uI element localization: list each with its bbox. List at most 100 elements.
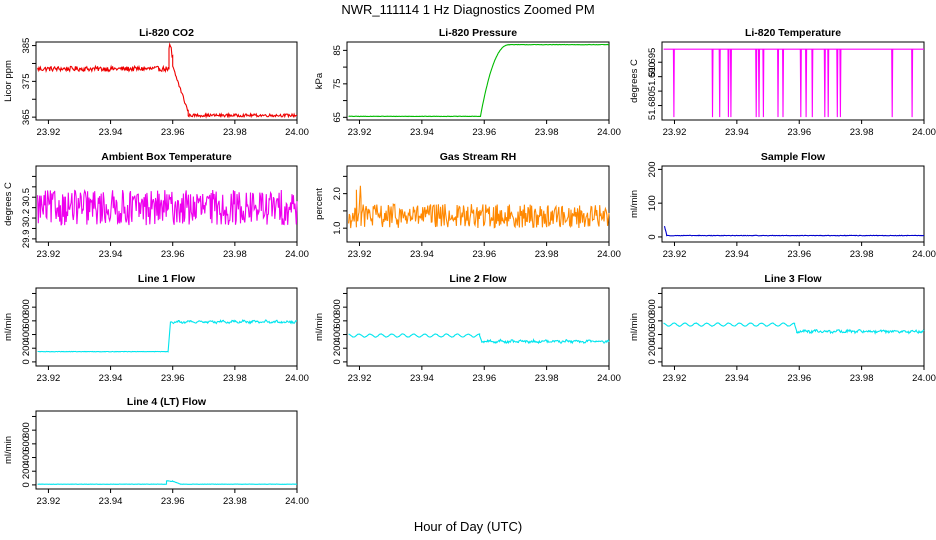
x-tick-label: 23.98	[850, 373, 874, 384]
y-tick-label: 800	[21, 422, 32, 438]
y-tick-label: 0	[332, 359, 343, 364]
y-tick-label: 365	[21, 109, 32, 125]
y-tick-label: 51.680	[647, 91, 658, 120]
plot-frame	[661, 41, 925, 121]
x-tick-label: 23.98	[535, 127, 559, 138]
y-tick-label: 200	[21, 463, 32, 479]
panel-5: Gas Stream RH 23.92 23.94 23.96 23.98 24.00 1.…	[314, 151, 621, 260]
x-tick-label: 23.98	[223, 127, 247, 138]
x-tick-label: 23.94	[99, 249, 123, 260]
y-tick-label: 65	[332, 112, 343, 123]
plot-frame	[346, 287, 610, 367]
series-line	[37, 319, 298, 353]
panel-8: Line 2 Flow 23.92 23.94 23.96 23.98 24.00 0 200…	[314, 273, 621, 384]
y-axis-label: ml/min	[629, 313, 640, 341]
y-tick-label: 1.0	[332, 222, 343, 235]
y-tick-label: 800	[21, 299, 32, 315]
panel-2: Li-820 Pressure 23.92 23.94 23.96 23.98 24.00…	[314, 27, 621, 138]
x-tick-label: 23.96	[472, 249, 496, 260]
x-tick-label: 23.96	[787, 249, 811, 260]
panel-6: Sample Flow 23.92 23.94 23.96 23.98 24.00 0 100…	[629, 151, 936, 260]
x-tick-label: 24.00	[597, 373, 621, 384]
y-tick-label: 400	[332, 327, 343, 343]
series-line	[663, 225, 924, 237]
x-tick-label: 23.92	[663, 373, 687, 384]
y-tick-label: 2.0	[332, 187, 343, 200]
x-tick-label: 24.00	[912, 373, 936, 384]
x-tick-label: 23.96	[161, 373, 185, 384]
y-tick-label: 400	[647, 327, 658, 343]
y-tick-label: 200	[647, 340, 658, 356]
x-tick-label: 23.92	[348, 249, 372, 260]
plot-frame	[35, 287, 298, 367]
y-tick-label: 385	[21, 38, 32, 54]
x-tick-label: 23.92	[37, 249, 61, 260]
series-line	[37, 42, 298, 119]
x-tick-label: 23.94	[99, 496, 123, 507]
x-axis-title: Hour of Day (UTC)	[414, 519, 522, 534]
x-tick-label: 23.94	[410, 249, 434, 260]
y-tick-label: 30.2	[21, 209, 32, 228]
x-tick-label: 23.98	[535, 249, 559, 260]
x-tick-label: 23.96	[161, 249, 185, 260]
y-tick-label: 600	[647, 313, 658, 329]
plot-frame	[35, 410, 298, 490]
panel-title: Li-820 Pressure	[439, 27, 517, 39]
x-tick-label: 23.96	[161, 496, 185, 507]
x-tick-label: 23.92	[37, 373, 61, 384]
panel-title: Li-820 CO2	[139, 27, 194, 39]
x-tick-label: 24.00	[285, 373, 309, 384]
y-tick-label: 800	[647, 299, 658, 315]
panel-title: Line 1 Flow	[138, 273, 196, 285]
x-tick-label: 24.00	[597, 127, 621, 138]
panel-10: Line 4 (LT) Flow 23.92 23.94 23.96 23.98 24.0…	[3, 396, 309, 507]
x-tick-label: 23.96	[787, 127, 811, 138]
x-tick-label: 23.94	[410, 127, 434, 138]
y-axis-label: ml/min	[3, 436, 14, 464]
y-tick-label: 200	[21, 340, 32, 356]
x-tick-label: 23.94	[725, 249, 749, 260]
y-tick-label: 75	[332, 79, 343, 90]
x-tick-label: 23.92	[348, 127, 372, 138]
x-tick-label: 24.00	[912, 127, 936, 138]
panel-title: Gas Stream RH	[440, 151, 516, 163]
x-tick-label: 23.96	[472, 373, 496, 384]
x-tick-label: 23.98	[223, 373, 247, 384]
y-tick-label: 0	[647, 359, 658, 364]
y-tick-label: 51.695	[647, 48, 658, 77]
series-line	[348, 43, 609, 118]
x-tick-label: 23.98	[223, 249, 247, 260]
x-tick-label: 24.00	[597, 249, 621, 260]
plot-frame	[35, 41, 298, 121]
x-tick-label: 23.98	[223, 496, 247, 507]
x-tick-label: 23.98	[850, 127, 874, 138]
series-line	[348, 333, 610, 345]
y-tick-label: 30.5	[21, 188, 32, 207]
x-tick-label: 24.00	[285, 496, 309, 507]
y-tick-label: 400	[21, 450, 32, 466]
x-tick-label: 24.00	[912, 249, 936, 260]
figure-title: NWR_111114 1 Hz Diagnostics Zoomed PM	[341, 2, 594, 17]
panel-7: Line 1 Flow 23.92 23.94 23.96 23.98 24.00 0 200…	[3, 273, 309, 384]
y-tick-label: 51.690	[647, 62, 658, 91]
x-tick-label: 23.92	[37, 496, 61, 507]
x-tick-label: 23.94	[99, 373, 123, 384]
x-tick-label: 23.96	[472, 127, 496, 138]
x-tick-label: 23.94	[725, 373, 749, 384]
y-tick-label: 600	[21, 313, 32, 329]
panel-title: Ambient Box Temperature	[101, 151, 232, 163]
x-tick-label: 23.98	[850, 249, 874, 260]
y-axis-label: percent	[314, 188, 325, 220]
y-axis-label: ml/min	[314, 313, 325, 341]
plot-frame	[661, 287, 925, 367]
y-tick-label: 29.9	[21, 230, 32, 249]
y-axis-label: kPa	[314, 72, 325, 89]
x-tick-label: 23.96	[787, 373, 811, 384]
y-axis-label: Licor ppm	[3, 60, 14, 102]
plot-frame	[346, 165, 610, 243]
series-line	[348, 185, 610, 229]
y-tick-label: 200	[647, 161, 658, 177]
panel-title: Line 4 (LT) Flow	[127, 396, 207, 408]
y-tick-label: 0	[647, 234, 658, 239]
